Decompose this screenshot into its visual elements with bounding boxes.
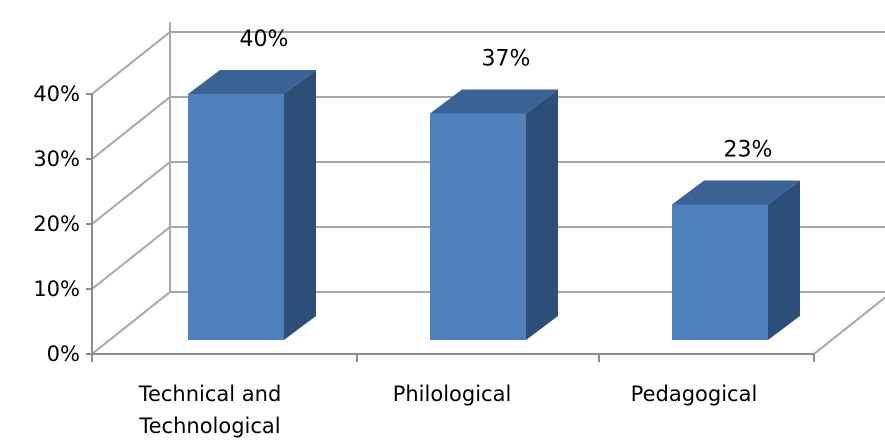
- bar-1: [430, 113, 526, 340]
- bar-side-2: [768, 180, 800, 340]
- gridline-side-20: [91, 161, 171, 225]
- data-label-2: 23%: [724, 138, 773, 163]
- floor-left-edge: [91, 291, 171, 355]
- x-category-label-1: Philological: [393, 382, 512, 406]
- bar-side-0: [284, 70, 316, 340]
- floor-right-edge: [813, 296, 885, 355]
- gridline-side-10: [91, 226, 171, 290]
- bar-top-2: [672, 180, 800, 205]
- y-tick-label-20: 20%: [33, 212, 80, 236]
- x-category-label-2: Pedagogical: [631, 382, 758, 406]
- y-tick-label-0: 0%: [47, 342, 80, 366]
- data-label-0: 40%: [240, 27, 289, 52]
- data-label-1: 37%: [482, 47, 531, 72]
- bar-2: [672, 204, 768, 340]
- bar-side-1: [526, 89, 558, 340]
- x-category-label-2-line-0: Pedagogical: [631, 382, 758, 406]
- y-tick-label-10: 10%: [33, 277, 80, 301]
- gridline-side-30: [91, 96, 171, 160]
- x-category-label-1-line-0: Philological: [393, 382, 512, 406]
- x-category-label-0-line-0: Technical and: [138, 382, 282, 406]
- bars: [188, 70, 800, 340]
- x-category-label-0-line-1: Technological: [138, 414, 280, 438]
- gridline-side-40: [91, 31, 171, 95]
- bar-0: [188, 94, 284, 340]
- y-tick-label-30: 30%: [33, 147, 80, 171]
- bar-top-1: [430, 89, 558, 114]
- axes: [86, 93, 815, 362]
- bar-top-0: [188, 70, 316, 94]
- labels: 0%10%20%30%40%40%37%23%Technical and Tech…: [33, 27, 772, 438]
- x-category-label-0: Technical and Technological: [138, 382, 282, 438]
- y-tick-label-40: 40%: [33, 82, 80, 106]
